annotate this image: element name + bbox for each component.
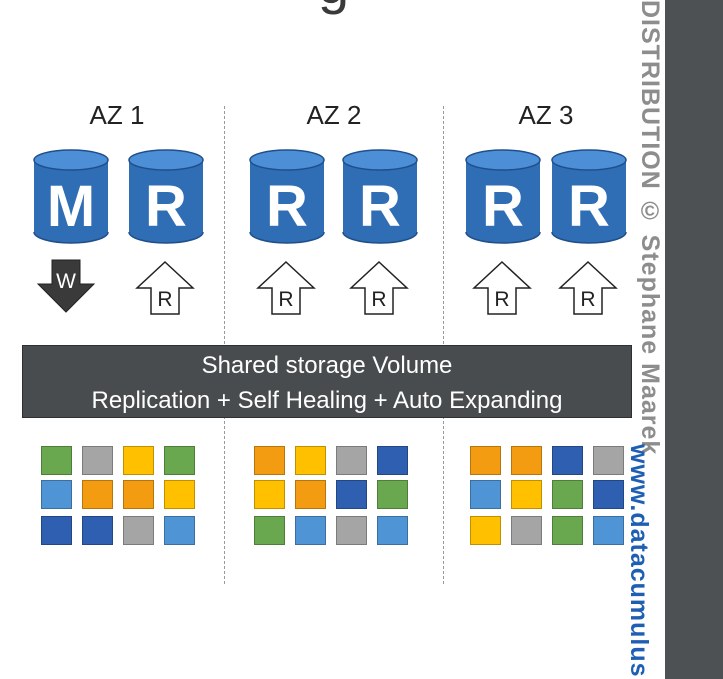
- storage-block-yellow: [123, 446, 154, 475]
- write-label: W: [56, 270, 76, 293]
- read-label: R: [580, 288, 595, 311]
- storage-block-yellow: [470, 516, 501, 545]
- storage-block-orange: [254, 446, 285, 475]
- read-label: R: [278, 288, 293, 311]
- read-arrow-up-icon: R: [135, 260, 195, 321]
- storage-block-blue: [41, 516, 72, 545]
- read-label: R: [494, 288, 509, 311]
- read-arrow-up-icon: R: [349, 260, 409, 321]
- storage-block-green: [164, 446, 195, 475]
- watermark-url: www.datacumulus: [625, 444, 653, 678]
- db-instance-4: R: [341, 148, 419, 246]
- storage-block-blue: [377, 446, 408, 475]
- storage-block-gray: [82, 446, 113, 475]
- right-sidebar-bar: [665, 0, 723, 679]
- banner-line-1: Shared storage Volume: [201, 352, 453, 379]
- storage-block-lightblue: [295, 516, 326, 545]
- storage-block-orange: [511, 446, 542, 475]
- storage-block-lightblue: [593, 516, 624, 545]
- shared-storage-banner: Shared storage Volume Replication + Self…: [22, 345, 632, 418]
- db-instance-letter: R: [145, 174, 187, 239]
- storage-block-lightblue: [470, 480, 501, 509]
- read-label: R: [157, 288, 172, 311]
- storage-block-orange: [123, 480, 154, 509]
- az-label-3: AZ 3: [518, 100, 574, 130]
- storage-block-gray: [123, 516, 154, 545]
- storage-block-yellow: [254, 480, 285, 509]
- db-instance-letter: R: [266, 174, 308, 239]
- slide-title-fragment: g: [318, 0, 349, 12]
- db-instance-1: M: [32, 148, 110, 246]
- read-arrow-up-icon: R: [256, 260, 316, 321]
- storage-block-green: [552, 480, 583, 509]
- db-instance-letter: R: [568, 174, 610, 239]
- read-arrow-up-icon: R: [558, 260, 618, 321]
- storage-block-blue: [593, 480, 624, 509]
- banner-line-2: Replication + Self Healing + Auto Expand…: [91, 387, 563, 414]
- storage-block-gray: [336, 516, 367, 545]
- db-instance-2: R: [127, 148, 205, 246]
- storage-block-lightblue: [41, 480, 72, 509]
- storage-block-yellow: [511, 480, 542, 509]
- storage-block-yellow: [295, 446, 326, 475]
- watermark: DISTRIBUTION © Stephane Maarek www.datac…: [624, 0, 664, 679]
- db-instance-letter: R: [359, 174, 401, 239]
- storage-block-gray: [336, 446, 367, 475]
- db-instance-5: R: [464, 148, 542, 246]
- storage-block-orange: [470, 446, 501, 475]
- storage-block-blue: [552, 446, 583, 475]
- storage-block-gray: [511, 516, 542, 545]
- watermark-copyright: DISTRIBUTION © Stephane Maarek: [636, 0, 664, 456]
- storage-block-orange: [295, 480, 326, 509]
- storage-block-yellow: [164, 480, 195, 509]
- db-instance-3: R: [248, 148, 326, 246]
- write-arrow-down-icon: W: [36, 258, 96, 319]
- storage-block-blue: [82, 516, 113, 545]
- storage-block-green: [254, 516, 285, 545]
- storage-block-lightblue: [164, 516, 195, 545]
- read-arrow-up-icon: R: [472, 260, 532, 321]
- db-instance-letter: R: [482, 174, 524, 239]
- storage-block-green: [377, 480, 408, 509]
- storage-block-orange: [82, 480, 113, 509]
- db-instance-letter: M: [47, 174, 95, 239]
- az-label-2: AZ 2: [306, 100, 362, 130]
- storage-block-gray: [593, 446, 624, 475]
- az-label-1: AZ 1: [89, 100, 145, 130]
- storage-block-green: [552, 516, 583, 545]
- read-label: R: [371, 288, 386, 311]
- storage-block-lightblue: [377, 516, 408, 545]
- db-instance-6: R: [550, 148, 628, 246]
- storage-block-blue: [336, 480, 367, 509]
- storage-block-green: [41, 446, 72, 475]
